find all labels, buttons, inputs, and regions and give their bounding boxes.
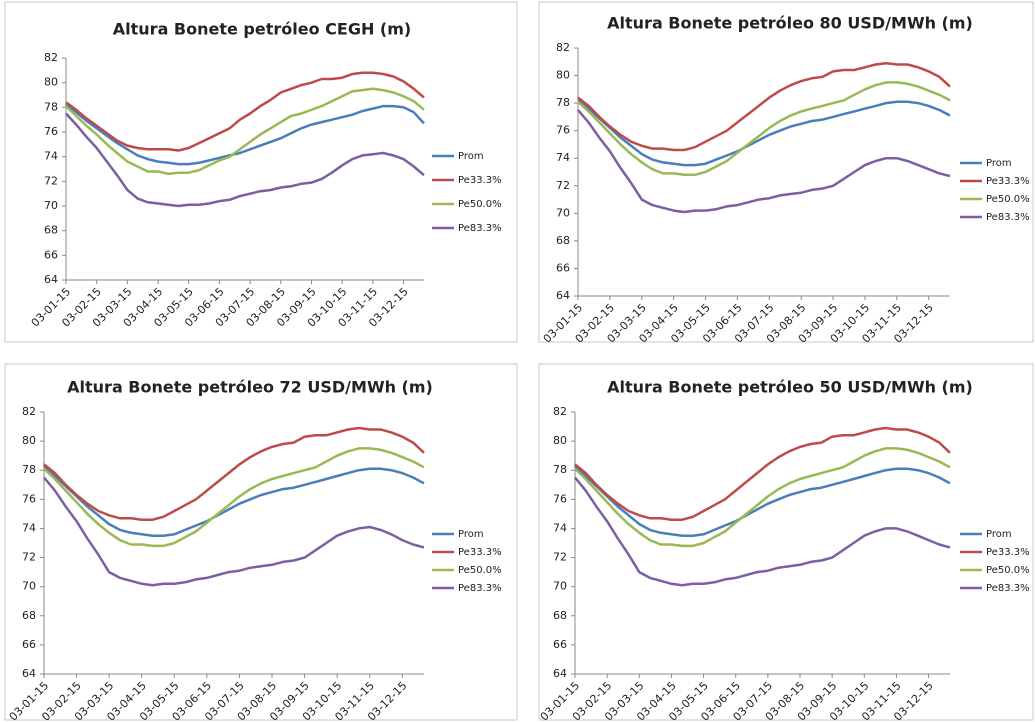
series-line <box>574 464 951 537</box>
y-tick-label: 80 <box>22 434 36 447</box>
y-tick-label: 82 <box>556 41 570 54</box>
y-tick-label: 68 <box>553 609 567 622</box>
y-tick-label: 78 <box>553 463 567 476</box>
y-tick-label: 76 <box>22 492 36 505</box>
legend-label: Prom <box>458 151 484 162</box>
series-line <box>65 87 425 176</box>
y-tick-label: 74 <box>556 151 570 164</box>
series-line <box>43 426 425 521</box>
legend-label: Pe50.0% <box>986 194 1030 205</box>
y-tick-label: 64 <box>44 273 58 286</box>
y-tick-label: 76 <box>553 492 567 505</box>
y-tick-label: 66 <box>553 638 567 651</box>
y-tick-label: 74 <box>44 150 58 163</box>
chart-title: Altura Bonete petróleo 80 USD/MWh (m) <box>607 14 973 33</box>
chart-title: Altura Bonete petróleo 72 USD/MWh (m) <box>67 378 433 397</box>
legend-label: Pe50.0% <box>986 565 1030 576</box>
series-line <box>574 447 951 548</box>
y-tick-label: 74 <box>553 521 567 534</box>
y-tick-label: 66 <box>44 248 58 261</box>
y-tick-label: 68 <box>22 609 36 622</box>
chart-panel <box>4 363 518 721</box>
y-tick-label: 70 <box>553 580 567 593</box>
series-line <box>577 81 951 177</box>
y-tick-label: 64 <box>556 289 570 302</box>
y-tick-label: 76 <box>556 124 570 137</box>
y-tick-label: 64 <box>22 667 36 680</box>
y-tick-label: 80 <box>556 69 570 82</box>
series-line <box>574 426 951 521</box>
legend-label: Pe33.3% <box>458 175 502 186</box>
chart-panel <box>538 363 1034 721</box>
y-tick-label: 78 <box>22 463 36 476</box>
y-tick-label: 82 <box>22 405 36 418</box>
series-line <box>577 61 951 152</box>
chart-title: Altura Bonete petróleo 50 USD/MWh (m) <box>607 378 973 397</box>
legend-label: Pe83.3% <box>458 583 502 594</box>
legend-label: Pe50.0% <box>458 199 502 210</box>
legend-label: Prom <box>986 529 1012 540</box>
y-tick-label: 82 <box>44 51 58 64</box>
series-line <box>43 476 425 587</box>
y-tick-label: 68 <box>556 234 570 247</box>
y-tick-label: 74 <box>22 521 36 534</box>
chart-panel <box>538 1 1034 343</box>
series-line <box>577 109 951 214</box>
y-tick-label: 72 <box>22 551 36 564</box>
series-line <box>43 464 425 537</box>
y-tick-label: 82 <box>553 405 567 418</box>
series-line <box>574 476 951 587</box>
y-tick-label: 72 <box>44 174 58 187</box>
y-tick-label: 80 <box>44 76 58 89</box>
legend-label: Prom <box>986 158 1012 169</box>
legend-label: Pe33.3% <box>986 176 1030 187</box>
series-line <box>43 447 425 548</box>
y-tick-label: 72 <box>553 551 567 564</box>
y-tick-label: 64 <box>553 667 567 680</box>
legend-label: Pe83.3% <box>986 212 1030 223</box>
y-tick-label: 72 <box>556 179 570 192</box>
legend-label: Pe33.3% <box>458 547 502 558</box>
legend-label: Pe83.3% <box>458 223 502 234</box>
y-tick-label: 68 <box>44 224 58 237</box>
y-tick-label: 78 <box>44 100 58 113</box>
series-line <box>65 112 425 208</box>
series-line <box>577 98 951 167</box>
legend-label: Pe50.0% <box>458 565 502 576</box>
series-line <box>65 102 425 166</box>
chart-panel <box>4 1 518 343</box>
legend-label: Prom <box>458 529 484 540</box>
y-tick-label: 80 <box>553 434 567 447</box>
y-tick-label: 76 <box>44 125 58 138</box>
y-tick-label: 70 <box>44 199 58 212</box>
chart-title: Altura Bonete petróleo CEGH (m) <box>113 20 411 39</box>
legend-label: Pe83.3% <box>986 583 1030 594</box>
legend-label: Pe33.3% <box>986 547 1030 558</box>
y-tick-label: 66 <box>22 638 36 651</box>
y-tick-label: 70 <box>22 580 36 593</box>
y-tick-label: 78 <box>556 96 570 109</box>
series-line <box>65 71 425 152</box>
y-tick-label: 66 <box>556 261 570 274</box>
y-tick-label: 70 <box>556 206 570 219</box>
